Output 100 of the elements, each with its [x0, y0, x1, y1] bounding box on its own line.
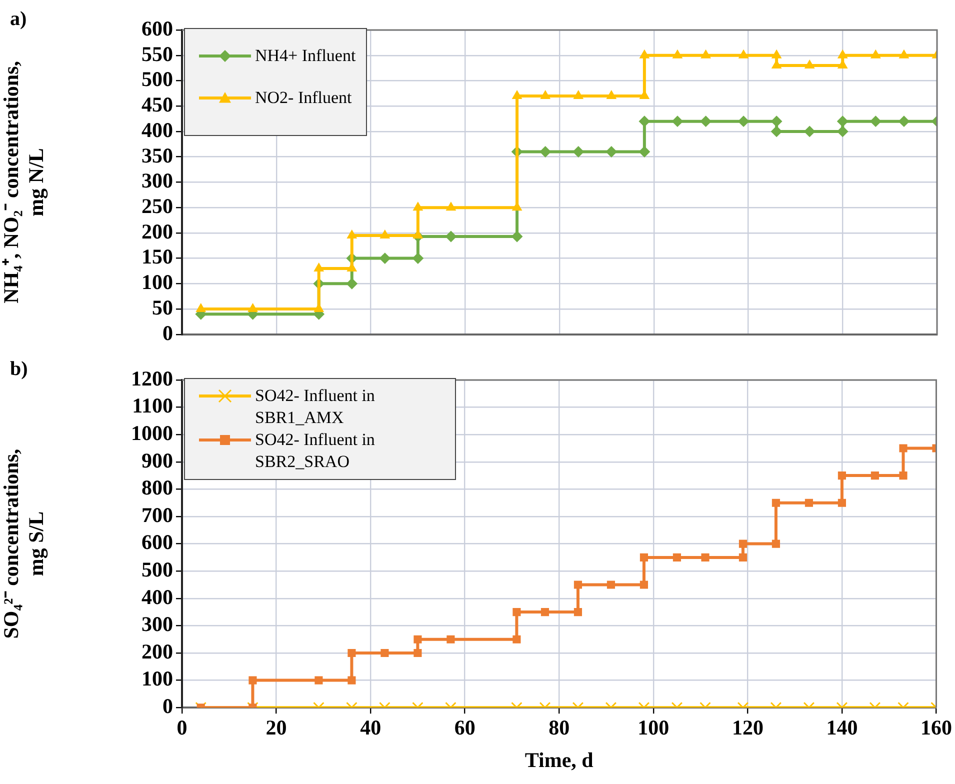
point [838, 472, 846, 480]
y-tick-label: 300 [142, 168, 173, 193]
y-axis-title: SO₄²⁻ concentrations, mg S/L [0, 448, 48, 639]
point [346, 278, 358, 290]
point [672, 116, 683, 127]
point [804, 498, 814, 507]
y-tick-label: 1100 [132, 394, 173, 418]
point [771, 116, 782, 127]
point [870, 472, 880, 480]
y-tick-label: 250 [142, 194, 173, 218]
point [672, 50, 682, 58]
y-tick-label: 300 [142, 612, 173, 636]
point [772, 50, 782, 58]
y-tick-label: 150 [142, 244, 173, 269]
point [700, 116, 712, 127]
point [638, 146, 650, 158]
point [700, 50, 711, 58]
point [314, 262, 324, 272]
y-tick-label: 350 [142, 143, 173, 168]
point [899, 472, 908, 480]
point [701, 553, 710, 562]
legend-label: SO42- Influent in SBR2_SRAO [255, 429, 376, 473]
y-tick-label: 450 [142, 92, 173, 117]
point [640, 580, 648, 589]
y-tick-label: 700 [142, 502, 173, 527]
x-tick-label: 20 [266, 716, 287, 740]
point [838, 50, 848, 58]
point [512, 230, 523, 242]
x-tick-label: 100 [638, 716, 670, 740]
x-tick-label: 40 [360, 716, 382, 740]
point [804, 126, 816, 137]
point [838, 60, 848, 69]
y-tick-label: 550 [142, 42, 173, 66]
point [540, 608, 550, 616]
point [606, 146, 617, 158]
point [738, 116, 750, 127]
point [638, 116, 650, 127]
y-tick-label: 50 [152, 295, 173, 320]
x-tick-label: 120 [732, 716, 764, 740]
y-tick-label: 800 [142, 476, 173, 500]
legend-label: NH4+ Influent [255, 45, 356, 67]
x-tick-label: 60 [454, 716, 476, 740]
point [899, 50, 909, 58]
point [772, 540, 780, 548]
point [413, 202, 423, 211]
point [347, 230, 357, 238]
point [738, 553, 748, 562]
point [738, 50, 748, 58]
x-tick-label: 160 [920, 716, 952, 740]
y-tick-label: 500 [142, 67, 173, 92]
y-tick-label: 600 [142, 16, 173, 40]
point [379, 252, 390, 264]
y-tick-label: 100 [142, 666, 173, 691]
point [606, 90, 616, 99]
point [898, 116, 910, 127]
text: a) [10, 8, 27, 31]
point [572, 146, 584, 158]
x-tick-label: 80 [548, 716, 570, 740]
point [838, 498, 846, 507]
point [512, 608, 521, 616]
point [640, 50, 650, 58]
y-tick-label: 400 [142, 118, 173, 142]
point [870, 50, 880, 58]
point [870, 116, 882, 127]
x-tick-label: 140 [826, 716, 858, 740]
point [196, 304, 206, 312]
y-axis-title: NH₄⁺, NO₂⁻ concentrations, mg N/L [0, 60, 48, 304]
y-tick-label: 1000 [131, 421, 173, 446]
point [837, 116, 848, 127]
point [606, 580, 616, 589]
legend-label: NO2- Influent [255, 87, 352, 109]
y-tick-label: 1200 [131, 366, 173, 390]
point [380, 230, 390, 238]
point [445, 230, 456, 242]
y-tick-label: 200 [142, 639, 173, 664]
point [640, 553, 648, 562]
y-tick-label: 600 [142, 530, 173, 554]
y-tick-label: 500 [142, 558, 173, 582]
legend-label: SO42- Influent in SBR1_AMX [255, 385, 376, 429]
point [771, 126, 782, 137]
point [412, 252, 424, 264]
point [574, 608, 582, 616]
text: b) [10, 358, 28, 381]
point [772, 498, 780, 507]
point [772, 60, 782, 69]
point [540, 146, 551, 158]
point [446, 202, 456, 211]
point [540, 90, 550, 99]
y-tick-label: 0 [162, 320, 173, 345]
point [837, 126, 848, 137]
point [804, 60, 814, 69]
point [314, 304, 324, 312]
y-tick-label: 400 [142, 584, 173, 609]
y-tick-label: 0 [162, 694, 173, 718]
point [738, 540, 748, 548]
point [672, 553, 682, 562]
y-tick-label: 900 [142, 448, 173, 472]
point [899, 444, 908, 452]
y-tick-label: 100 [142, 270, 173, 294]
y-tick-label: 200 [142, 219, 173, 244]
